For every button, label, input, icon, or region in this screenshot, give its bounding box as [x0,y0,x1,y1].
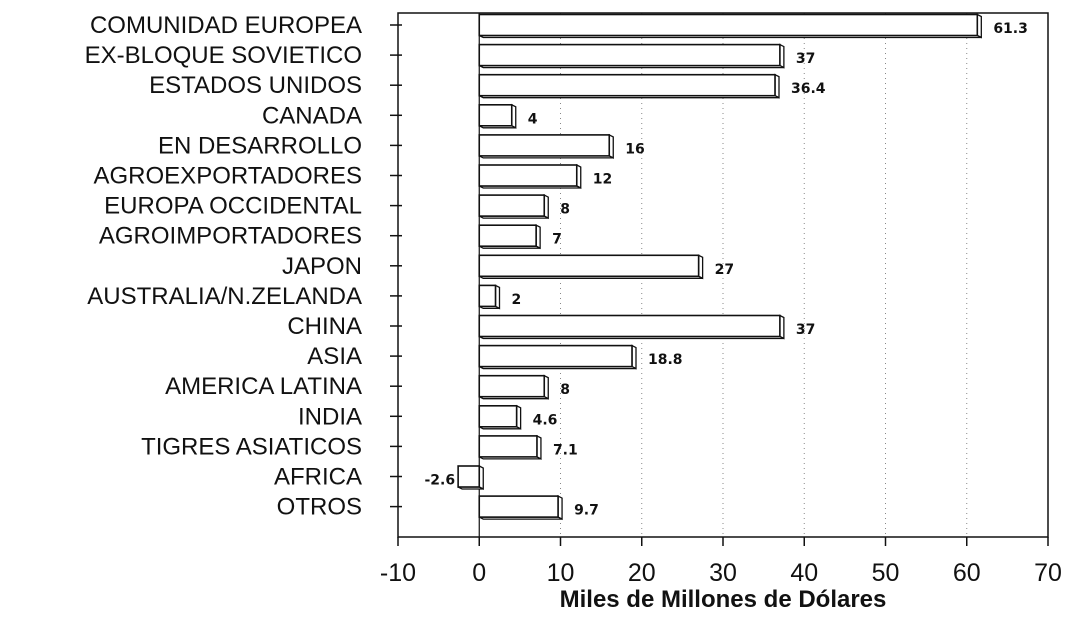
category-label: CHINA [287,313,362,340]
category-label: AGROEXPORTADORES [94,163,363,190]
bar-face [478,13,979,37]
bar-face [478,73,776,97]
value-label: 2 [512,292,522,308]
bar-face [478,404,518,428]
category-label: EN DESARROLLO [158,132,362,159]
value-label: 27 [715,262,734,278]
x-tick-label: 20 [628,559,656,587]
bar [478,254,704,280]
bar [478,73,780,99]
category-labels: COMUNIDAD EUROPEA EX-BLOQUE SOVIETICO ESTA… [85,12,362,521]
value-label: 7 [552,232,562,248]
value-label: 9.7 [574,503,599,519]
x-tick-label: 10 [547,559,575,587]
category-label: EX-BLOQUE SOVIETICO [85,42,362,69]
bar [478,284,501,310]
value-label: 36.4 [791,81,826,97]
bar [478,163,582,190]
value-label: 7.1 [553,442,578,458]
bar-face [478,495,559,518]
bar-face [478,224,537,247]
x-tick-label: 30 [709,559,737,587]
value-label: 37 [796,51,815,67]
bar [478,224,541,250]
value-label: 16 [625,141,644,157]
bar [478,13,982,39]
bar-face [478,254,700,278]
category-label: AUSTRALIA/N.ZELANDA [87,283,362,310]
bar [478,314,785,340]
value-label: 61.3 [993,21,1028,37]
x-tick-label: 50 [872,559,900,587]
x-tick-label: 60 [953,559,981,587]
bar-face [478,104,513,127]
bar-face [478,43,781,67]
x-axis-title: Miles de Millones de Dólares [560,586,887,613]
category-label: AGROIMPORTADORES [99,223,362,250]
bar-face [478,344,633,368]
category-label: TIGRES ASIATICOS [141,433,362,460]
bar [478,404,522,430]
bar [478,374,549,400]
bar-face [478,435,538,458]
x-tick-label: -10 [380,559,416,587]
bar-face [478,374,546,398]
value-label: 37 [796,322,815,338]
value-label: 4 [528,111,538,127]
bar [478,434,542,460]
category-label: ESTADOS UNIDOS [149,72,362,99]
value-label: 18.8 [648,352,683,368]
bar [478,103,517,129]
bar-face [478,314,781,338]
bar [457,464,484,491]
bar-face [478,194,546,217]
bar [478,194,549,220]
bar-face [478,284,497,308]
category-label: ASIA [307,343,362,370]
category-label: INDIA [298,403,362,430]
category-label: AFRICA [274,464,362,491]
category-label: JAPON [282,253,362,280]
category-label: OTROS [277,494,362,521]
bar-face [478,134,611,157]
x-axis: -10 0 10 20 30 40 50 60 70 [380,24,1062,587]
value-label: -2.6 [425,473,456,489]
value-label: 12 [593,172,612,188]
category-label: COMUNIDAD EUROPEA [90,12,362,39]
bar [478,43,785,69]
value-label: 8 [560,382,570,398]
bars [457,13,982,521]
category-label: AMERICA LATINA [165,373,362,400]
bar [478,344,637,370]
value-label: 8 [560,202,570,218]
bar [478,133,614,159]
category-label: CANADA [262,102,362,129]
bar-face [478,164,578,187]
value-label: 4.6 [533,412,558,428]
category-label: EUROPA OCCIDENTAL [104,193,362,220]
bar-face [457,465,481,488]
x-tick-label: 70 [1034,559,1062,587]
x-tick-label: 40 [790,559,818,587]
x-tick-label: 0 [472,559,486,587]
bar [478,495,563,521]
